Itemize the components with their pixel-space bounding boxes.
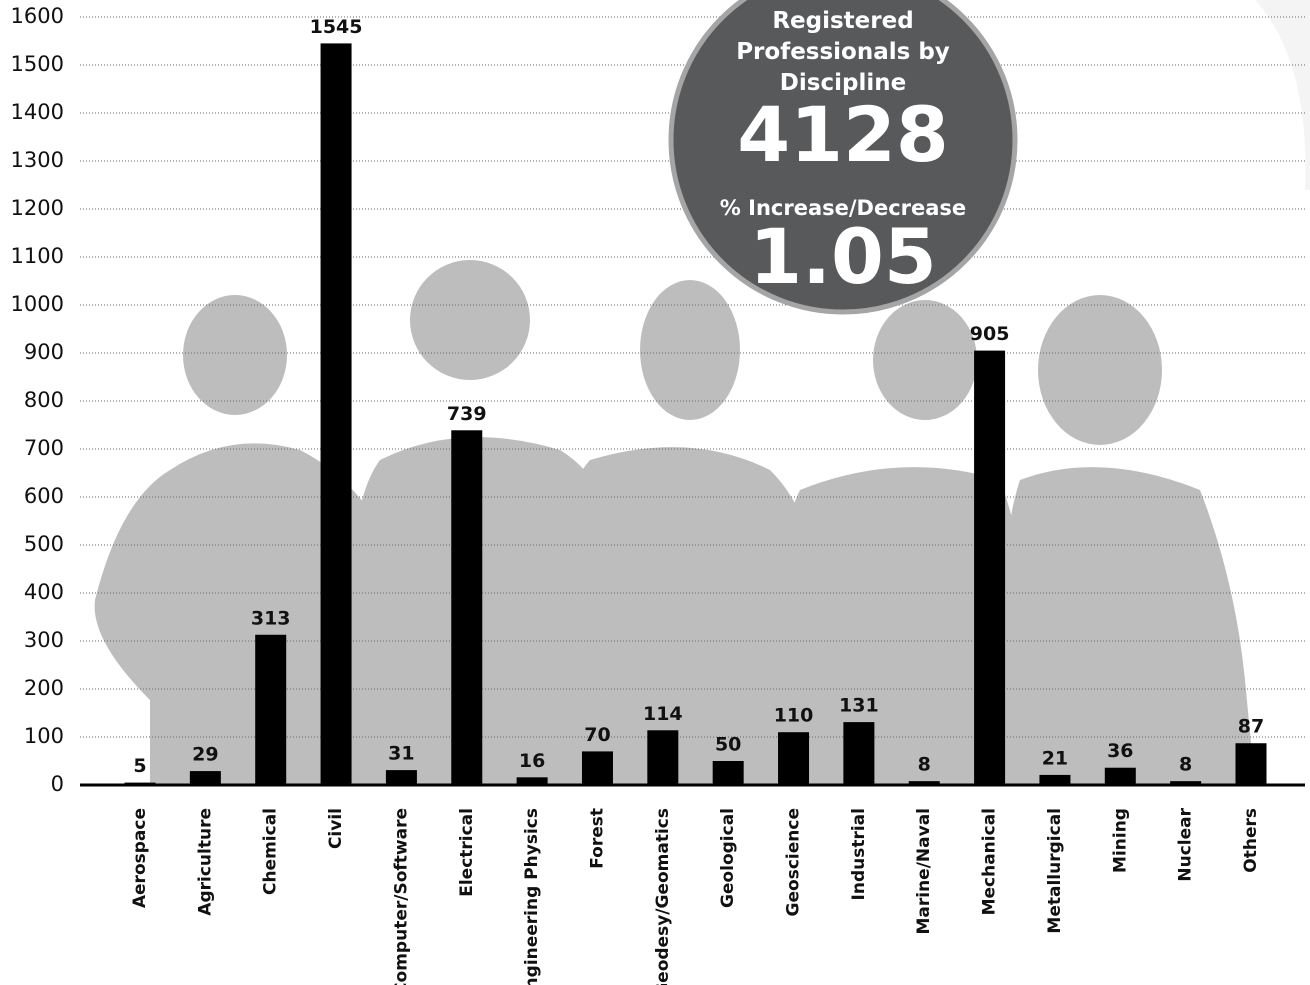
value-label: 110 (774, 705, 814, 727)
value-label: 313 (251, 607, 291, 629)
value-label: 87 (1238, 716, 1264, 738)
value-label: 50 (715, 734, 741, 756)
value-label: 8 (918, 754, 931, 776)
y-tick-label: 900 (24, 340, 64, 364)
x-tick-label: Nuclear (1176, 807, 1196, 881)
bar (582, 751, 613, 785)
x-tick-label: Forest (587, 808, 607, 869)
badge-change: 1.05 (749, 212, 937, 301)
badge: Registered Professionals by Discipline 4… (671, 0, 1015, 312)
value-label: 905 (970, 323, 1010, 345)
value-label: 8 (1179, 754, 1192, 776)
x-tick-label: Mechanical (980, 808, 1000, 915)
y-tick-label: 1200 (11, 196, 64, 220)
value-label: 70 (584, 724, 610, 746)
x-tick-label: Industrial (849, 808, 869, 900)
bar (647, 730, 678, 785)
y-tick-label: 700 (24, 436, 64, 460)
x-tick-label: Civil (326, 808, 346, 849)
y-tick-label: 300 (24, 628, 64, 652)
bar (713, 761, 744, 785)
x-tick-label: Agriculture (195, 808, 215, 916)
x-tick-label: Geoscience (784, 808, 804, 916)
x-tick-label: Chemical (261, 808, 281, 895)
value-label: 114 (643, 703, 683, 725)
x-tick-label: Computer/Software (391, 808, 411, 985)
y-tick-label: 1600 (11, 4, 64, 28)
x-tick-label: Mining (1110, 808, 1130, 873)
y-tick-label: 1000 (11, 292, 64, 316)
value-label: 739 (447, 403, 487, 425)
bar (255, 635, 286, 785)
bar (1236, 743, 1267, 785)
bar (321, 43, 352, 785)
value-label: 21 (1042, 747, 1068, 769)
badge-title: Registered Professionals by Discipline (733, 6, 953, 99)
x-tick-label: Electrical (457, 808, 477, 897)
x-tick-label: Geological (718, 808, 738, 908)
y-tick-label: 100 (24, 724, 64, 748)
bar (190, 771, 221, 785)
x-tick-label: Marine/Naval (914, 808, 934, 935)
value-label: 16 (519, 750, 545, 772)
bar (386, 770, 417, 785)
y-tick-label: 1100 (11, 244, 64, 268)
bar (1039, 775, 1070, 785)
bar (778, 732, 809, 785)
y-tick-label: 1400 (11, 100, 64, 124)
x-tick-label: Others (1241, 808, 1261, 873)
bar (1105, 768, 1136, 785)
y-tick-label: 200 (24, 676, 64, 700)
bar (974, 351, 1005, 785)
value-label: 131 (839, 695, 879, 717)
y-tick-label: 400 (24, 580, 64, 604)
value-label: 31 (388, 743, 414, 765)
value-label: 29 (192, 744, 218, 766)
value-label: 36 (1107, 740, 1133, 762)
bar (843, 722, 874, 785)
y-tick-label: 800 (24, 388, 64, 412)
y-tick-label: 1500 (11, 52, 64, 76)
y-tick-label: 0 (51, 772, 64, 796)
y-tick-label: 1300 (11, 148, 64, 172)
value-label: 5 (133, 755, 146, 777)
chart: 0 100 200 300 400 500 600 700 800 900 1000 1100 1200… (0, 0, 1310, 985)
y-tick-label: 600 (24, 484, 64, 508)
x-tick-label: Geodesy/Geomatics (653, 808, 673, 985)
value-label: 1545 (310, 16, 363, 38)
badge-total: 4128 (737, 90, 949, 179)
y-tick-label: 500 (24, 532, 64, 556)
x-tick-label: Aerospace (130, 808, 150, 908)
x-tick-label: Engineering Physics (522, 808, 542, 985)
x-tick-label: Metallurgical (1045, 808, 1065, 934)
bar (451, 430, 482, 785)
